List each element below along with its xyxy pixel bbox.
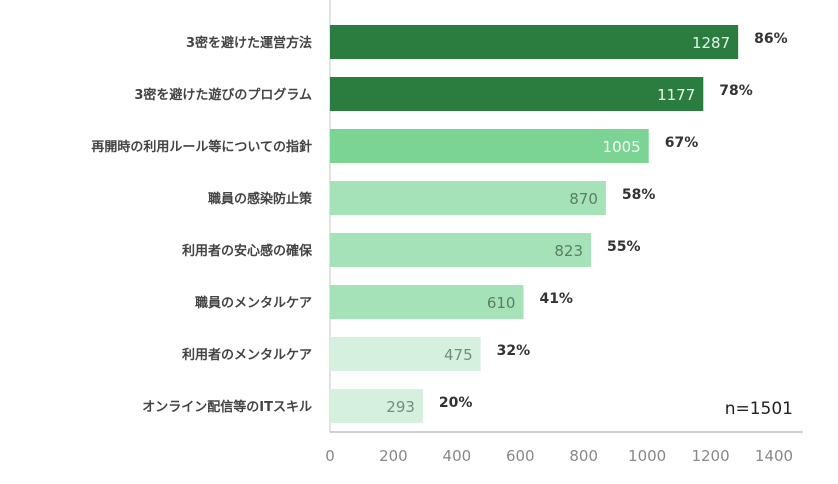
percent-label: 32% bbox=[497, 343, 531, 359]
percent-label: 86% bbox=[754, 31, 788, 47]
value-label: 1177 bbox=[657, 86, 695, 104]
value-label: 610 bbox=[487, 294, 516, 312]
x-tick-label: 800 bbox=[569, 447, 598, 465]
bar-group: オンライン配信等のITスキル 293 20% bbox=[142, 389, 472, 423]
category-label: 3密を避けた運営方法 bbox=[186, 35, 312, 51]
value-label: 475 bbox=[444, 346, 473, 364]
bar-group: 利用者の安心感の確保 823 55% bbox=[182, 233, 641, 267]
bar-group: 再開時の利用ルール等についての指針 1005 67% bbox=[91, 129, 698, 163]
bar bbox=[330, 389, 423, 423]
x-tick-label: 1200 bbox=[691, 447, 729, 465]
bar bbox=[330, 77, 704, 111]
category-label: 利用者の安心感の確保 bbox=[182, 243, 313, 259]
bar-group: 利用者のメンタルケア 475 32% bbox=[182, 337, 530, 371]
category-label: 職員の感染防止策 bbox=[208, 191, 313, 207]
bar-group: 職員のメンタルケア 610 41% bbox=[195, 285, 573, 319]
bar-group: 3密を避けた運営方法 1287 86% bbox=[186, 25, 788, 59]
percent-label: 41% bbox=[539, 291, 573, 307]
bar bbox=[330, 233, 592, 267]
bar bbox=[330, 337, 481, 371]
x-tick-label: 1400 bbox=[755, 447, 793, 465]
category-label: オンライン配信等のITスキル bbox=[142, 399, 312, 415]
percent-label: 20% bbox=[439, 395, 473, 411]
value-label: 1287 bbox=[692, 34, 730, 52]
percent-label: 55% bbox=[607, 239, 641, 255]
bar bbox=[330, 285, 524, 319]
percent-label: 78% bbox=[719, 83, 753, 99]
bar-group: 職員の感染防止策 870 58% bbox=[208, 181, 655, 215]
category-label: 職員のメンタルケア bbox=[195, 295, 312, 311]
x-tick-label: 0 bbox=[325, 447, 335, 465]
category-label: 3密を避けた遊びのプログラム bbox=[134, 87, 312, 103]
sample-size-note: n=1501 bbox=[725, 399, 793, 419]
x-tick-label: 600 bbox=[506, 447, 535, 465]
percent-label: 58% bbox=[622, 187, 656, 203]
category-label: 再開時の利用ルール等についての指針 bbox=[91, 139, 312, 155]
bar bbox=[330, 129, 649, 163]
bar bbox=[330, 181, 606, 215]
percent-label: 67% bbox=[665, 135, 699, 151]
value-label: 293 bbox=[386, 398, 415, 416]
value-label: 1005 bbox=[603, 138, 641, 156]
category-label: 利用者のメンタルケア bbox=[182, 347, 312, 363]
value-label: 870 bbox=[569, 190, 598, 208]
x-tick-label: 1000 bbox=[628, 447, 666, 465]
x-tick-label: 400 bbox=[443, 447, 472, 465]
bar bbox=[330, 25, 739, 59]
value-label: 823 bbox=[554, 242, 583, 260]
x-tick-label: 200 bbox=[379, 447, 408, 465]
bar-group: 3密を避けた遊びのプログラム 1177 78% bbox=[134, 77, 753, 111]
